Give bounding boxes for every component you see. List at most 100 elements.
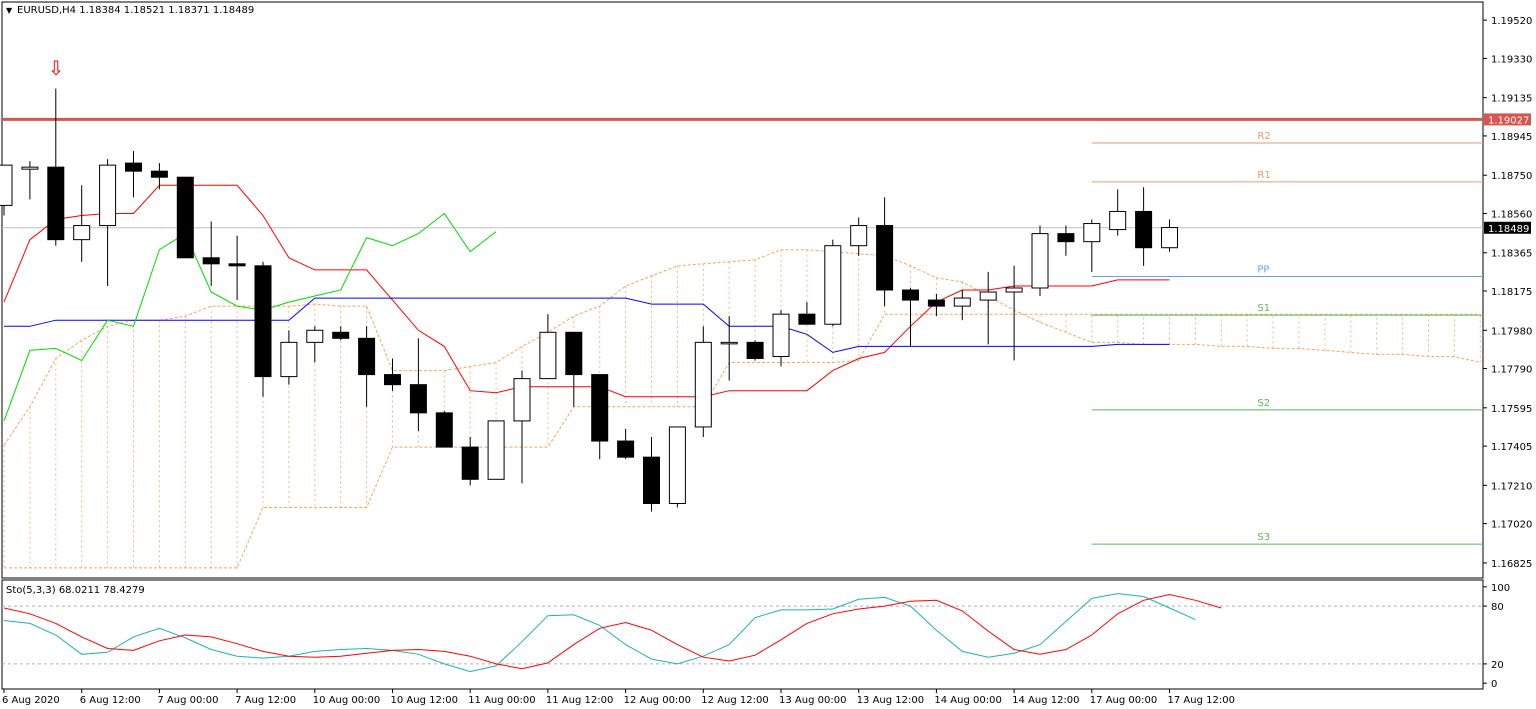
candle (435, 410, 453, 448)
time-tick-label: 17 Aug 00:00 (1090, 695, 1157, 706)
ichimoku-cloud (3, 249, 1481, 569)
candle-body-bear (591, 374, 609, 442)
candle (176, 176, 194, 259)
candle (772, 310, 790, 367)
price-tick-label: 1.19135 (1491, 94, 1532, 105)
stochastic-axis: 100 80 20 0 (1483, 583, 1510, 690)
current-price-tag (1484, 221, 1531, 234)
price-panel[interactable] (1, 1, 1484, 579)
pivot-label-s1: S1 (1257, 303, 1270, 314)
candle-body-bull (513, 378, 531, 422)
ichimoku-lines (3, 184, 1170, 422)
candle (565, 331, 583, 407)
pivot-label-pp: PP (1257, 265, 1269, 276)
price-tick-label: 1.16825 (1491, 559, 1532, 570)
candle-body-bull (720, 341, 738, 345)
current-price-label: 1.18489 (1488, 224, 1529, 235)
candle-body-bull (73, 225, 91, 241)
tenkan-sen-line (3, 184, 1170, 398)
senkou-span-b (4, 313, 1481, 569)
candle-body-bear (617, 440, 635, 458)
stochastic-tick-label: 80 (1491, 602, 1504, 613)
time-tick-label: 6 Aug 12:00 (80, 695, 141, 706)
time-tick-label: 11 Aug 00:00 (468, 695, 535, 706)
candle-body-bear (47, 166, 65, 241)
candle-body-bull (772, 313, 790, 357)
candle (125, 151, 142, 198)
candle (0, 164, 13, 216)
candle-body-bear (125, 162, 142, 172)
candle-body-bull (1031, 233, 1049, 289)
price-tick-label: 1.19330 (1491, 54, 1532, 65)
stochastic-title: Sto(5,3,3) 68.0211 78.4279 (6, 585, 145, 596)
candle-body-bear (332, 331, 350, 339)
pivot-label-r1: R1 (1257, 170, 1270, 181)
time-tick-label: 14 Aug 12:00 (1012, 695, 1079, 706)
candle (21, 161, 39, 200)
stochastic-tick-label: 20 (1491, 660, 1504, 671)
candle (824, 239, 842, 327)
kijun-sen-line (4, 297, 1170, 353)
price-tick-label: 1.18945 (1491, 132, 1532, 143)
candle (694, 326, 712, 438)
time-tick-label: 13 Aug 12:00 (857, 695, 924, 706)
candle (487, 420, 505, 480)
resistance-price-tag (1484, 113, 1531, 126)
candle-body-bear (565, 331, 583, 376)
candle-body-bear (1057, 233, 1075, 243)
candle (902, 287, 919, 347)
price-tick-label: 1.17980 (1491, 326, 1532, 337)
close-value: 1.18489 (213, 5, 254, 16)
candle (720, 316, 738, 381)
candle (306, 326, 324, 363)
pivot-label-s2: S2 (1257, 398, 1270, 409)
symbol-name: EURUSD,H4 (17, 5, 76, 16)
candle-body-bear (902, 289, 919, 301)
candle (73, 185, 91, 262)
candle (746, 340, 764, 361)
stochastic-tick-label: 0 (1491, 679, 1497, 690)
stochastic-panel[interactable] (1, 579, 1484, 690)
candle-body-bear (1135, 210, 1153, 249)
candle-body-bear (746, 341, 764, 359)
time-tick-label: 10 Aug 00:00 (313, 695, 380, 706)
candle-body-bear (150, 170, 168, 178)
candle (254, 261, 272, 397)
resistance-price-label: 1.19027 (1488, 115, 1529, 126)
candle (668, 426, 686, 508)
candle (643, 437, 660, 512)
sell-arrow-icon: ⇩ (48, 56, 65, 80)
candle (1161, 219, 1178, 252)
candle (1083, 219, 1101, 272)
candle (228, 235, 246, 301)
pivot-levels: R2 R1 PP S1 S2 S3 (1091, 131, 1483, 545)
time-tick-label: 6 Aug 2020 (2, 695, 60, 706)
candle-body-bull (99, 164, 117, 227)
candle (332, 326, 350, 341)
candle-body-bear (409, 384, 427, 414)
candle-body-bear (643, 456, 660, 504)
candle-body-bear (358, 337, 376, 376)
candle-body-bear (176, 176, 194, 259)
open-value: 1.18384 (79, 5, 120, 16)
candles: ⇩ (0, 56, 1178, 512)
candle-body-bull (824, 245, 842, 325)
candle-body-bull (280, 341, 298, 378)
candle (539, 314, 557, 380)
time-tick-label: 7 Aug 00:00 (157, 695, 218, 706)
candle (591, 374, 609, 460)
candle-body-bull (539, 331, 557, 380)
horizontal-levels (2, 117, 1483, 229)
panel-dropdown-icon[interactable]: ▼ (6, 6, 13, 15)
candle (1031, 225, 1049, 297)
candle (461, 437, 479, 486)
price-tick-label: 1.17790 (1491, 365, 1532, 376)
candle-body-bull (1005, 287, 1023, 293)
candle-body-bear (384, 374, 401, 386)
price-tick-label: 1.17595 (1491, 404, 1532, 415)
time-tick-label: 11 Aug 12:00 (546, 695, 613, 706)
candle (798, 302, 816, 325)
candle (1057, 225, 1075, 256)
low-value: 1.18371 (168, 5, 209, 16)
